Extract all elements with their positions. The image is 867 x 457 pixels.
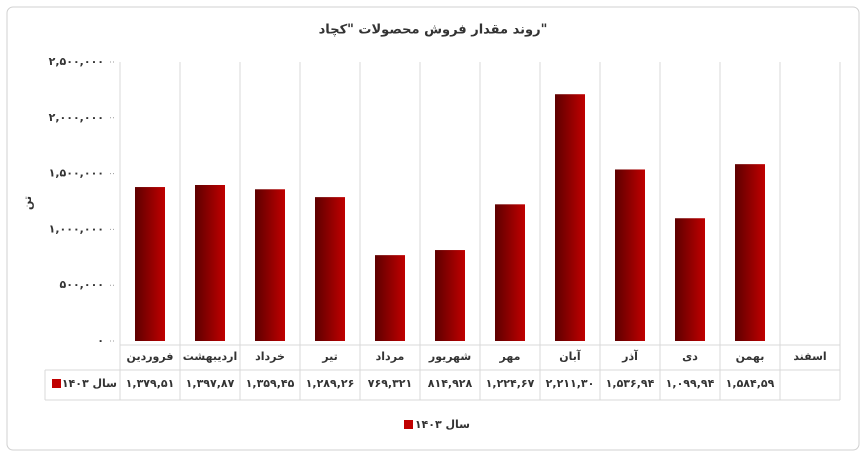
y-tick-label: ۵۰۰,۰۰۰: [60, 278, 104, 291]
table-value: ۱,۳۷۹,۵۱: [126, 377, 175, 390]
legend-label: سال ۱۴۰۳: [415, 418, 470, 431]
bar: [375, 255, 405, 341]
table-value: ۲,۲۱۱,۳۰: [546, 377, 595, 390]
bar: [675, 218, 705, 341]
bar: [255, 189, 285, 341]
bar: [495, 204, 525, 341]
table-value: ۱,۰۹۹,۹۴: [666, 377, 715, 390]
x-tick-label: اردیبهشت: [183, 350, 237, 363]
table-series-name: سال ۱۴۰۳: [62, 377, 117, 390]
bar: [735, 164, 765, 341]
x-tick-label: شهریور: [428, 350, 471, 363]
x-tick-label: تیر: [321, 350, 337, 363]
table-value: ۱,۵۳۶,۹۴: [606, 377, 655, 390]
legend-swatch: [404, 420, 413, 429]
legend-swatch: [52, 379, 61, 388]
x-tick-label: بهمن: [736, 350, 765, 363]
y-tick-label: ۱,۵۰۰,۰۰۰: [49, 167, 104, 180]
x-tick-label: اسفند: [793, 350, 826, 363]
table-value: ۱,۵۸۴,۵۹: [726, 377, 775, 390]
x-tick-label: آذر: [621, 349, 638, 363]
table-value: ۱,۲۲۴,۶۷: [486, 377, 535, 390]
x-tick-label: آبان: [559, 349, 581, 363]
x-tick-label: دی: [682, 350, 698, 363]
bar: [195, 184, 225, 341]
x-tick-label: خرداد: [255, 350, 285, 363]
table-value: ۱,۲۸۹,۲۶: [306, 377, 355, 390]
table-value: ۱,۳۹۷,۸۷: [186, 377, 235, 390]
y-tick-label: ۲,۰۰۰,۰۰۰: [49, 111, 104, 124]
table-value: ۱,۳۵۹,۴۵: [246, 377, 295, 390]
y-axis-label: تن: [21, 196, 34, 210]
y-tick-label: ۱,۰۰۰,۰۰۰: [49, 222, 104, 235]
x-tick-label: فروردین: [127, 350, 174, 363]
bar: [315, 197, 345, 341]
y-tick-label: ۲,۵۰۰,۰۰۰: [49, 55, 104, 68]
table-value: ۷۶۹,۳۲۱: [368, 377, 412, 390]
bar: [135, 187, 165, 341]
bar: [555, 94, 585, 341]
x-tick-label: مهر: [499, 350, 521, 363]
y-tick-label: ۰: [97, 334, 104, 347]
x-tick-label: مرداد: [376, 350, 405, 363]
table-value: ۸۱۴,۹۲۸: [428, 377, 473, 390]
chart-title: روند مقدار فروش محصولات "کچاد": [319, 23, 548, 38]
bar: [615, 169, 645, 341]
bar: [435, 250, 465, 341]
